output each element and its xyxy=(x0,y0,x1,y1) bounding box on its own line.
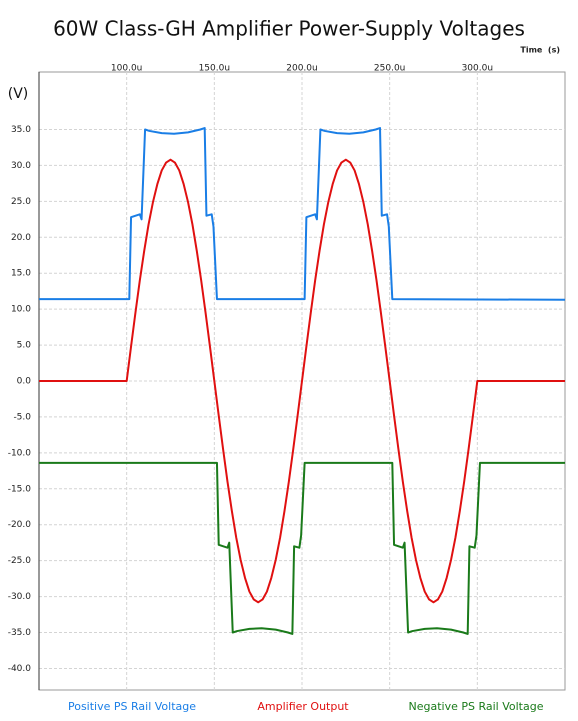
x-tick-label: 100.0u xyxy=(111,64,142,74)
series-line xyxy=(39,158,565,604)
y-tick-label: -10.0 xyxy=(8,448,32,458)
y-tick-label: 0.0 xyxy=(17,377,32,387)
legend-entry: Amplifier Output xyxy=(257,700,349,713)
y-tick-label: 10.0 xyxy=(11,305,31,315)
chart-title: 60W Class-GH Amplifier Power-Supply Volt… xyxy=(53,17,525,41)
x-tick-label: 200.0u xyxy=(286,64,317,74)
y-tick-label: 30.0 xyxy=(11,161,31,171)
y-tick-label: 35.0 xyxy=(11,125,31,135)
y-tick-label: -30.0 xyxy=(8,592,32,602)
y-tick-label: 20.0 xyxy=(11,233,31,243)
x-tick-label: 250.0u xyxy=(374,64,405,74)
y-tick-label: -25.0 xyxy=(8,556,32,566)
series-line xyxy=(39,461,565,635)
legend-entry: Negative PS Rail Voltage xyxy=(409,700,544,713)
y-tick-label: 15.0 xyxy=(11,269,31,279)
y-tick-label: -15.0 xyxy=(8,484,32,494)
y-tick-label: -40.0 xyxy=(8,664,32,674)
y-tick-label: 25.0 xyxy=(11,197,31,207)
y-tick-label: -35.0 xyxy=(8,628,32,638)
y-tick-label: 5.0 xyxy=(17,341,32,351)
x-tick-label: 300.0u xyxy=(462,64,493,74)
x-tick-label: 150.0u xyxy=(199,64,230,74)
y-tick-label: -5.0 xyxy=(13,412,31,422)
x-axis-label: Time (s) xyxy=(520,46,560,55)
series-line xyxy=(39,127,566,301)
y-axis-label: (V) xyxy=(8,86,29,102)
y-tick-label: -20.0 xyxy=(8,520,32,530)
legend-entry: Positive PS Rail Voltage xyxy=(68,700,196,713)
